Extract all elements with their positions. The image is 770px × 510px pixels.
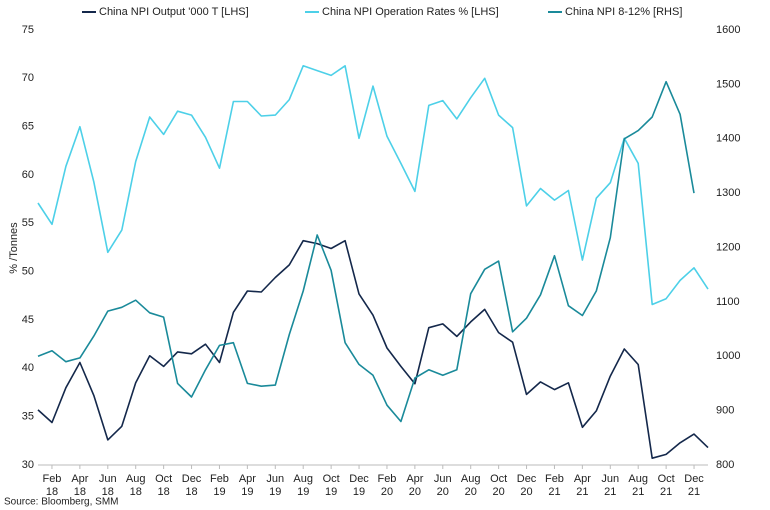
y-tick-label: 50 bbox=[22, 266, 34, 278]
x-tick-label: Jun 18 bbox=[99, 473, 117, 498]
x-tick-label: Feb 20 bbox=[377, 473, 396, 498]
x-tick-label: Aug 19 bbox=[293, 473, 313, 498]
x-tick-label: Apr 20 bbox=[406, 473, 423, 498]
x-tick-label: Dec 18 bbox=[182, 473, 202, 498]
y2-tick-label: 900 bbox=[716, 405, 734, 417]
y-tick-label: 65 bbox=[22, 121, 34, 133]
x-tick-label: Oct 18 bbox=[155, 473, 172, 498]
x-tick-label: Aug 18 bbox=[126, 473, 146, 498]
x-tick-label: Apr 19 bbox=[239, 473, 256, 498]
y-tick-label: 40 bbox=[22, 362, 34, 374]
y2-tick-label: 800 bbox=[716, 459, 734, 471]
x-tick-label: Jun 19 bbox=[266, 473, 284, 498]
x-tick-label: Jun 20 bbox=[434, 473, 452, 498]
y-tick-label: 35 bbox=[22, 411, 34, 423]
y2-tick-label: 1000 bbox=[716, 350, 740, 362]
series-line bbox=[37, 80, 695, 423]
legend-label: China NPI Operation Rates % [LHS] bbox=[322, 6, 499, 18]
y-tick-label: 45 bbox=[22, 314, 34, 326]
series-line bbox=[37, 239, 709, 459]
x-tick-label: Feb 19 bbox=[210, 473, 229, 498]
y2-tick-label: 1100 bbox=[716, 296, 740, 308]
x-tick-label: Dec 21 bbox=[684, 473, 704, 498]
y2-tick-label: 1200 bbox=[716, 241, 740, 253]
series-line bbox=[37, 65, 709, 306]
x-tick-label: Feb 18 bbox=[42, 473, 61, 498]
x-tick-label: Feb 21 bbox=[545, 473, 564, 498]
y2-tick-label: 1300 bbox=[716, 187, 740, 199]
source: Source: Bloomberg, SMM bbox=[4, 497, 119, 508]
x-tick-label: Oct 21 bbox=[658, 473, 675, 498]
y-tick-label: 30 bbox=[22, 459, 34, 471]
x-tick-label: Oct 20 bbox=[490, 473, 507, 498]
y-axis-label: % /Tonnes bbox=[8, 222, 20, 274]
y2-tick-label: 1400 bbox=[716, 133, 740, 145]
legend-label: China NPI Output '000 T [LHS] bbox=[99, 6, 249, 18]
x-tick-label: Dec 19 bbox=[349, 473, 369, 498]
y2-tick-label: 1600 bbox=[716, 24, 740, 36]
x-tick-label: Aug 20 bbox=[461, 473, 481, 498]
y-tick-label: 75 bbox=[22, 24, 34, 36]
x-tick-label: Jun 21 bbox=[601, 473, 619, 498]
y-tick-label: 70 bbox=[22, 72, 34, 84]
x-tick-label: Dec 20 bbox=[517, 473, 537, 498]
x-tick-label: Apr 18 bbox=[71, 473, 88, 498]
y-tick-label: 60 bbox=[22, 169, 34, 181]
x-tick-label: Aug 21 bbox=[628, 473, 648, 498]
y-tick-label: 55 bbox=[22, 217, 34, 229]
x-tick-label: Oct 19 bbox=[323, 473, 340, 498]
y2-tick-label: 1500 bbox=[716, 78, 740, 90]
legend-label: China NPI 8-12% [RHS] bbox=[565, 6, 682, 18]
x-tick-label: Apr 21 bbox=[574, 473, 591, 498]
